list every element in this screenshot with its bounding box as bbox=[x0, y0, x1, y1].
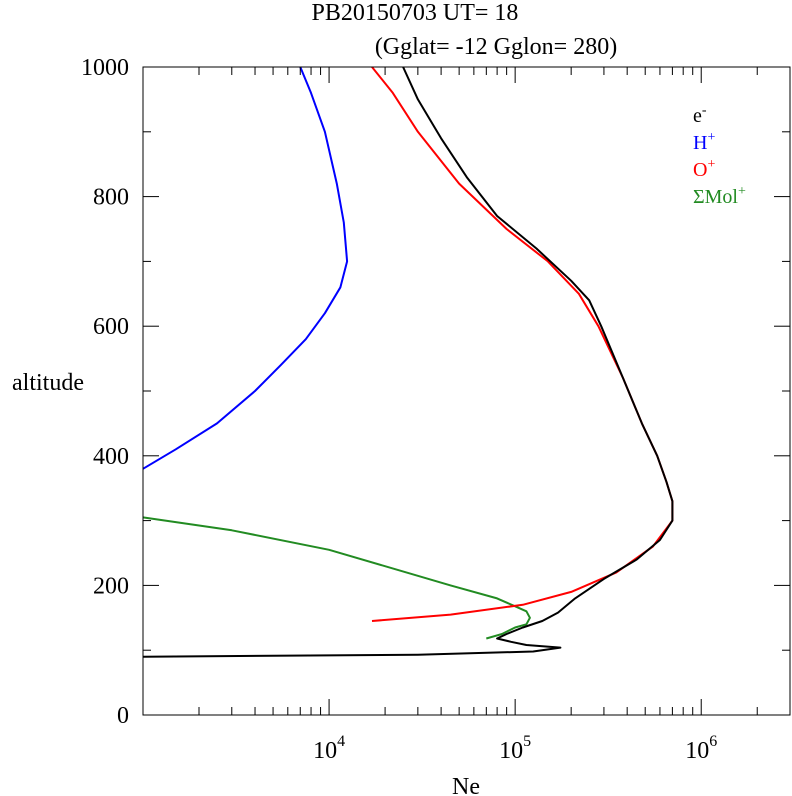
y-tick-label: 600 bbox=[93, 314, 129, 340]
chart-title: PB20150703 UT= 18 bbox=[312, 0, 519, 26]
legend-label-superscript: + bbox=[707, 130, 715, 145]
legend-label-superscript: - bbox=[702, 103, 707, 118]
y-axis-label: altitude bbox=[12, 370, 84, 396]
series-line-0 bbox=[142, 66, 674, 658]
legend-label: H bbox=[693, 132, 707, 154]
plot-frame bbox=[142, 66, 791, 716]
y-tick-label: 0 bbox=[117, 703, 129, 729]
x-tick-label-exponent: 5 bbox=[523, 733, 531, 750]
x-tick-label-base: 10 bbox=[685, 738, 709, 764]
x-tick-label: 105 bbox=[499, 733, 531, 764]
x-tick-label-exponent: 6 bbox=[709, 733, 717, 750]
legend-label: e bbox=[693, 105, 702, 127]
x-tick-label-base: 10 bbox=[499, 738, 523, 764]
y-tick-label: 400 bbox=[93, 444, 129, 470]
x-tick-label: 104 bbox=[313, 733, 345, 764]
legend-label-superscript: + bbox=[707, 157, 715, 172]
series-line-3 bbox=[142, 516, 531, 640]
x-axis-label: Ne bbox=[452, 774, 480, 796]
x-tick-label-exponent: 4 bbox=[337, 733, 345, 750]
x-tick-label: 106 bbox=[685, 733, 717, 764]
chart-subtitle: (Gglat= -12 Gglon= 280) bbox=[375, 34, 617, 60]
legend-label: O bbox=[693, 159, 707, 181]
y-tick-label: 1000 bbox=[81, 55, 129, 81]
legend-label-superscript: + bbox=[738, 184, 746, 199]
y-tick-label: 800 bbox=[93, 185, 129, 211]
series-line-2 bbox=[371, 66, 674, 622]
legend: e-H+O+ΣMol+ bbox=[693, 103, 746, 208]
legend-entry: e- bbox=[693, 103, 707, 127]
legend-label: ΣMol bbox=[693, 186, 738, 208]
legend-entry: O+ bbox=[693, 157, 715, 181]
series-layer bbox=[142, 66, 674, 658]
x-tick-label-base: 10 bbox=[313, 738, 337, 764]
legend-entry: H+ bbox=[693, 130, 715, 154]
series-line-1 bbox=[142, 66, 349, 470]
legend-entry: ΣMol+ bbox=[693, 184, 746, 208]
y-tick-label: 200 bbox=[93, 573, 129, 599]
